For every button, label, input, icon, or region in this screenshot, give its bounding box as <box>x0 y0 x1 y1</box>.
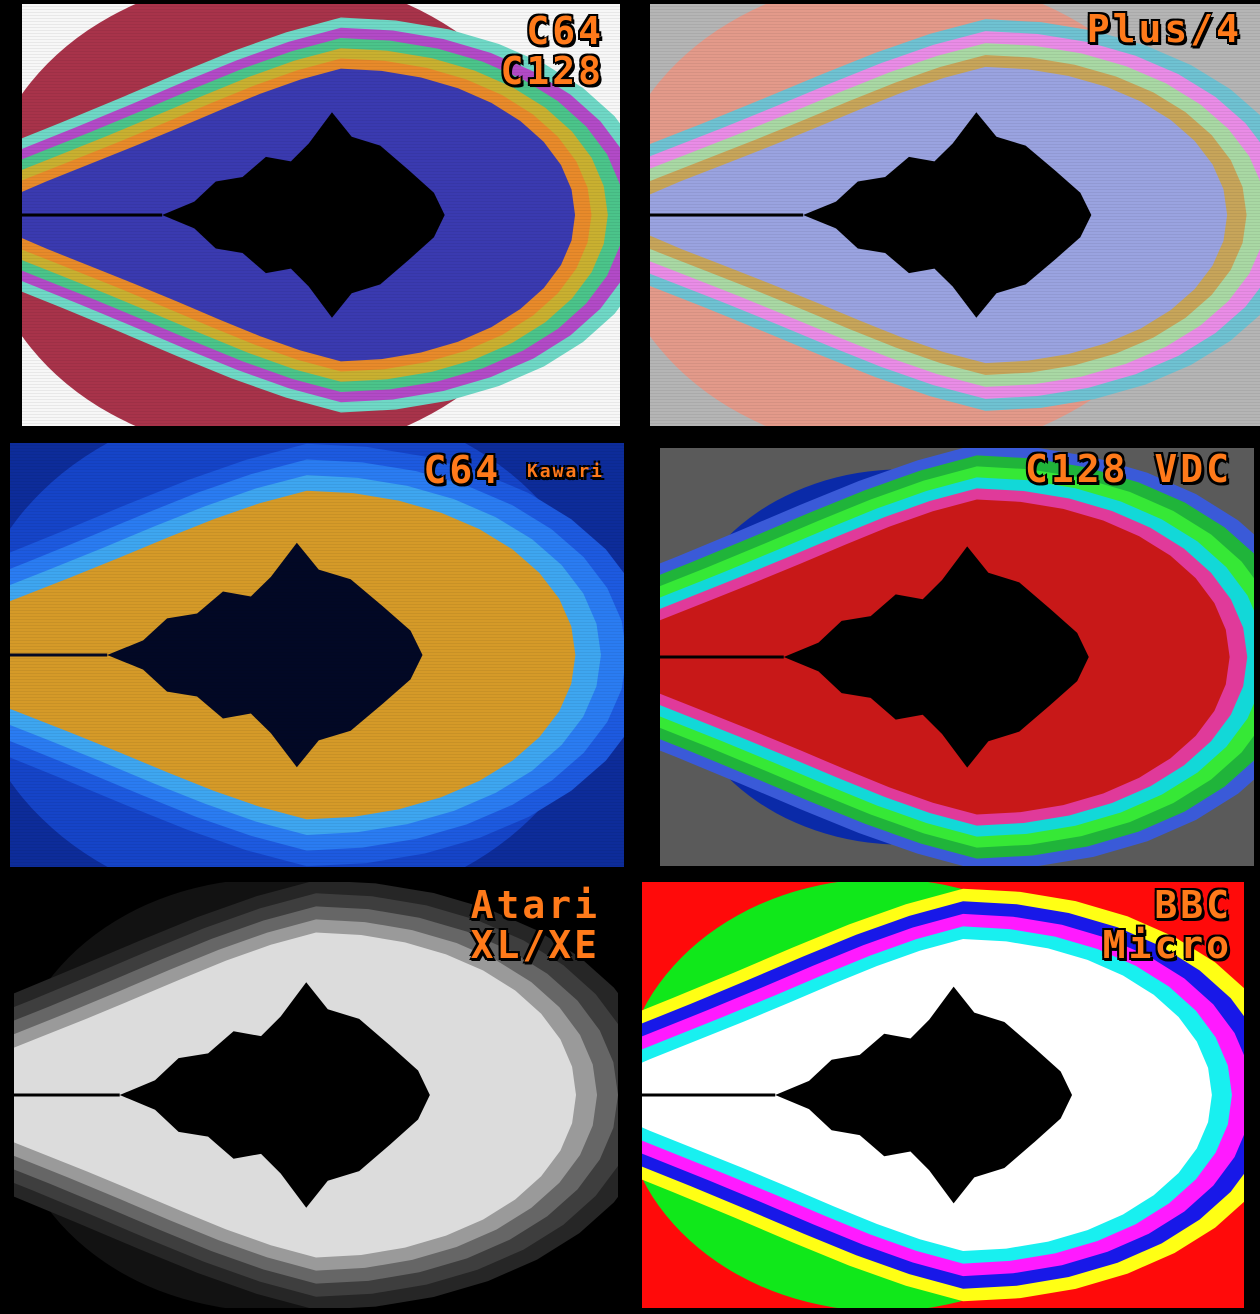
platform-label-subtitle: Kawari <box>526 461 604 483</box>
platform-label-line-2: C128 <box>500 48 604 93</box>
platform-label-line-1: C64 <box>423 448 502 492</box>
mandelbrot-set <box>783 546 1089 768</box>
fractal-panel-plus4: Plus/4 <box>650 4 1260 426</box>
mandelbrot-image <box>22 4 620 426</box>
platform-label: Atari XL/XE <box>470 883 600 967</box>
mandelbrot-set <box>803 112 1092 318</box>
platform-label-line-1: C128 VDC <box>1024 448 1232 491</box>
platform-label-line-1: BBC <box>1154 883 1232 927</box>
platform-label: C64 C128 <box>500 9 604 93</box>
mandelbrot-image <box>10 443 624 867</box>
platform-label: Plus/4 <box>1086 7 1242 51</box>
mandelbrot-set <box>119 982 430 1208</box>
mandelbrot-image <box>660 448 1254 866</box>
mandelbrot-set <box>107 542 423 768</box>
fractal-panel-bbc-micro: BBC Micro <box>642 882 1244 1308</box>
mandelbrot-image <box>642 882 1244 1308</box>
platform-label-line-1: C64 <box>526 9 604 53</box>
fractal-panel-c64-kawari: C64 Kawari <box>10 443 624 867</box>
platform-label-line-1: Atari <box>470 883 600 927</box>
fractal-panel-atari: Atari XL/XE <box>14 882 618 1308</box>
mandelbrot-set <box>162 112 445 318</box>
fractal-panel-c128-vdc: C128 VDC <box>660 448 1254 866</box>
platform-label: C64 Kawari <box>423 448 604 492</box>
platform-label-line-2: XL/XE <box>470 922 600 967</box>
mandelbrot-image <box>650 4 1260 426</box>
mandelbrot-set <box>775 986 1073 1204</box>
platform-label-line-2: Micro <box>1102 922 1232 967</box>
platform-label: BBC Micro <box>1102 883 1232 967</box>
platform-label-line-1: Plus/4 <box>1086 7 1242 51</box>
fractal-panel-c64-c128: C64 C128 <box>22 4 620 426</box>
mandelbrot-image <box>14 882 618 1308</box>
platform-label: C128 VDC <box>1024 448 1232 491</box>
